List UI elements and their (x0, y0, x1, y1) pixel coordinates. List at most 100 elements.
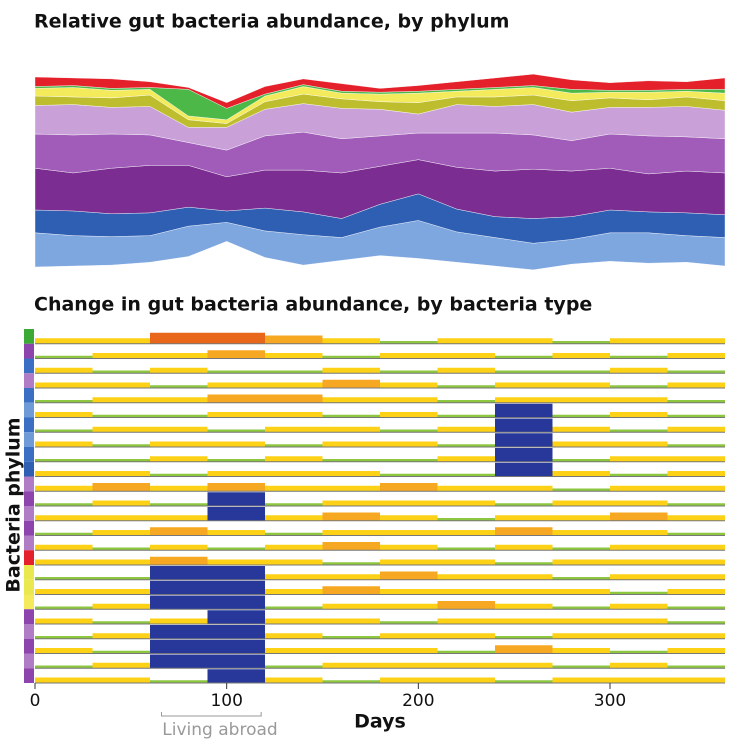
abundance-segment (207, 580, 265, 595)
abundance-segment (207, 412, 265, 418)
abundance-segment (150, 680, 208, 683)
abundance-segment (380, 621, 438, 624)
abundance-segment (380, 382, 438, 388)
abundance-segment (265, 394, 323, 403)
abundance-segment (265, 426, 323, 433)
abundance-segment (552, 370, 610, 374)
abundance-segment (322, 485, 380, 492)
abundance-segment (322, 355, 380, 359)
abundance-segment (610, 412, 668, 418)
abundance-segment (610, 355, 668, 359)
abundance-segment (265, 382, 323, 388)
abundance-segment (610, 338, 668, 344)
phylum-swatch (24, 417, 34, 433)
abundance-segment (150, 527, 208, 536)
abundance-segment (552, 488, 610, 492)
abundance-segment (552, 353, 610, 359)
abundance-segment (552, 382, 610, 388)
phylum-swatch (24, 447, 34, 462)
abundance-segment (265, 503, 323, 506)
abundance-segment (610, 429, 668, 433)
abundance-segment (207, 669, 265, 683)
phylum-swatch (24, 476, 34, 492)
abundance-segment (35, 459, 93, 462)
abundance-segment (437, 338, 495, 344)
abundance-segment (437, 633, 495, 639)
abundance-segment (552, 618, 610, 624)
abundance-segment (437, 574, 495, 580)
abundance-segment (150, 385, 208, 388)
abundance-segment (92, 547, 150, 551)
abundance-segment (35, 618, 93, 624)
abundance-segment (610, 500, 668, 506)
abundance-segment (207, 595, 265, 610)
abundance-segment (35, 532, 93, 536)
abundance-segment (150, 503, 208, 506)
abundance-segment (207, 441, 265, 447)
abundance-segment (380, 473, 438, 477)
x-tick-label: 100 (210, 691, 242, 711)
abundance-segment (380, 370, 438, 374)
abundance-segment (380, 677, 438, 683)
abundance-segment (495, 662, 553, 669)
abundance-segment (92, 603, 150, 610)
abundance-segment (150, 618, 208, 624)
abundance-segment (667, 400, 725, 403)
abundance-segment (150, 515, 208, 521)
abundance-segment (207, 654, 265, 669)
abundance-segment (495, 485, 553, 492)
abundance-segment (265, 471, 323, 477)
abundance-segment (35, 677, 93, 683)
abundance-segment (207, 332, 265, 344)
abundance-segment (552, 547, 610, 551)
abundance-segment (610, 473, 668, 477)
abundance-segment (92, 589, 150, 595)
abundance-segment (207, 530, 265, 536)
abundance-segment (92, 471, 150, 477)
abundance-segment (265, 648, 323, 654)
abundance-segment (322, 338, 380, 344)
abundance-segment (610, 441, 668, 447)
abundance-segment (322, 367, 380, 374)
abundance-segment (92, 515, 150, 521)
abundance-segment (265, 444, 323, 447)
abundance-segment (437, 530, 495, 536)
chart-title: Change in gut bacteria abundance, by bac… (34, 294, 592, 316)
abundance-segment (150, 367, 208, 374)
abundance-segment (667, 559, 725, 565)
abundance-segment (35, 515, 93, 521)
abundance-segment (667, 456, 725, 462)
abundance-segment (35, 577, 93, 580)
abundance-segment (35, 636, 93, 639)
abundance-segment (437, 601, 495, 610)
abundance-segment (552, 677, 610, 683)
abundance-segment (667, 414, 725, 418)
phylum-swatch (24, 343, 34, 359)
abundance-segment (495, 527, 553, 536)
abundance-segment (92, 426, 150, 433)
abundance-segment (667, 426, 725, 433)
abundance-segment (35, 441, 93, 447)
abundance-segment (207, 566, 265, 580)
abundance-segment (150, 556, 208, 565)
abundance-segment (35, 544, 93, 551)
abundance-segment (495, 645, 553, 654)
phylum-swatch (24, 329, 34, 344)
abundance-segment (610, 618, 668, 624)
abundance-segment (265, 544, 323, 551)
y-axis-label: Bacteria phylum (3, 417, 25, 592)
abundance-segment (92, 577, 150, 580)
abundance-segment (207, 471, 265, 477)
abundance-segment (150, 566, 208, 580)
abundance-segment (610, 662, 668, 669)
abundance-segment (552, 426, 610, 433)
abundance-segment (265, 574, 323, 580)
abundance-segment (207, 382, 265, 388)
abundance-segment (610, 591, 668, 595)
abundance-segment (207, 547, 265, 551)
abundance-segment (265, 618, 323, 624)
abundance-segment (207, 483, 265, 492)
abundance-segment (265, 515, 323, 521)
phylum-swatch (24, 638, 34, 654)
abundance-segment (35, 412, 93, 418)
